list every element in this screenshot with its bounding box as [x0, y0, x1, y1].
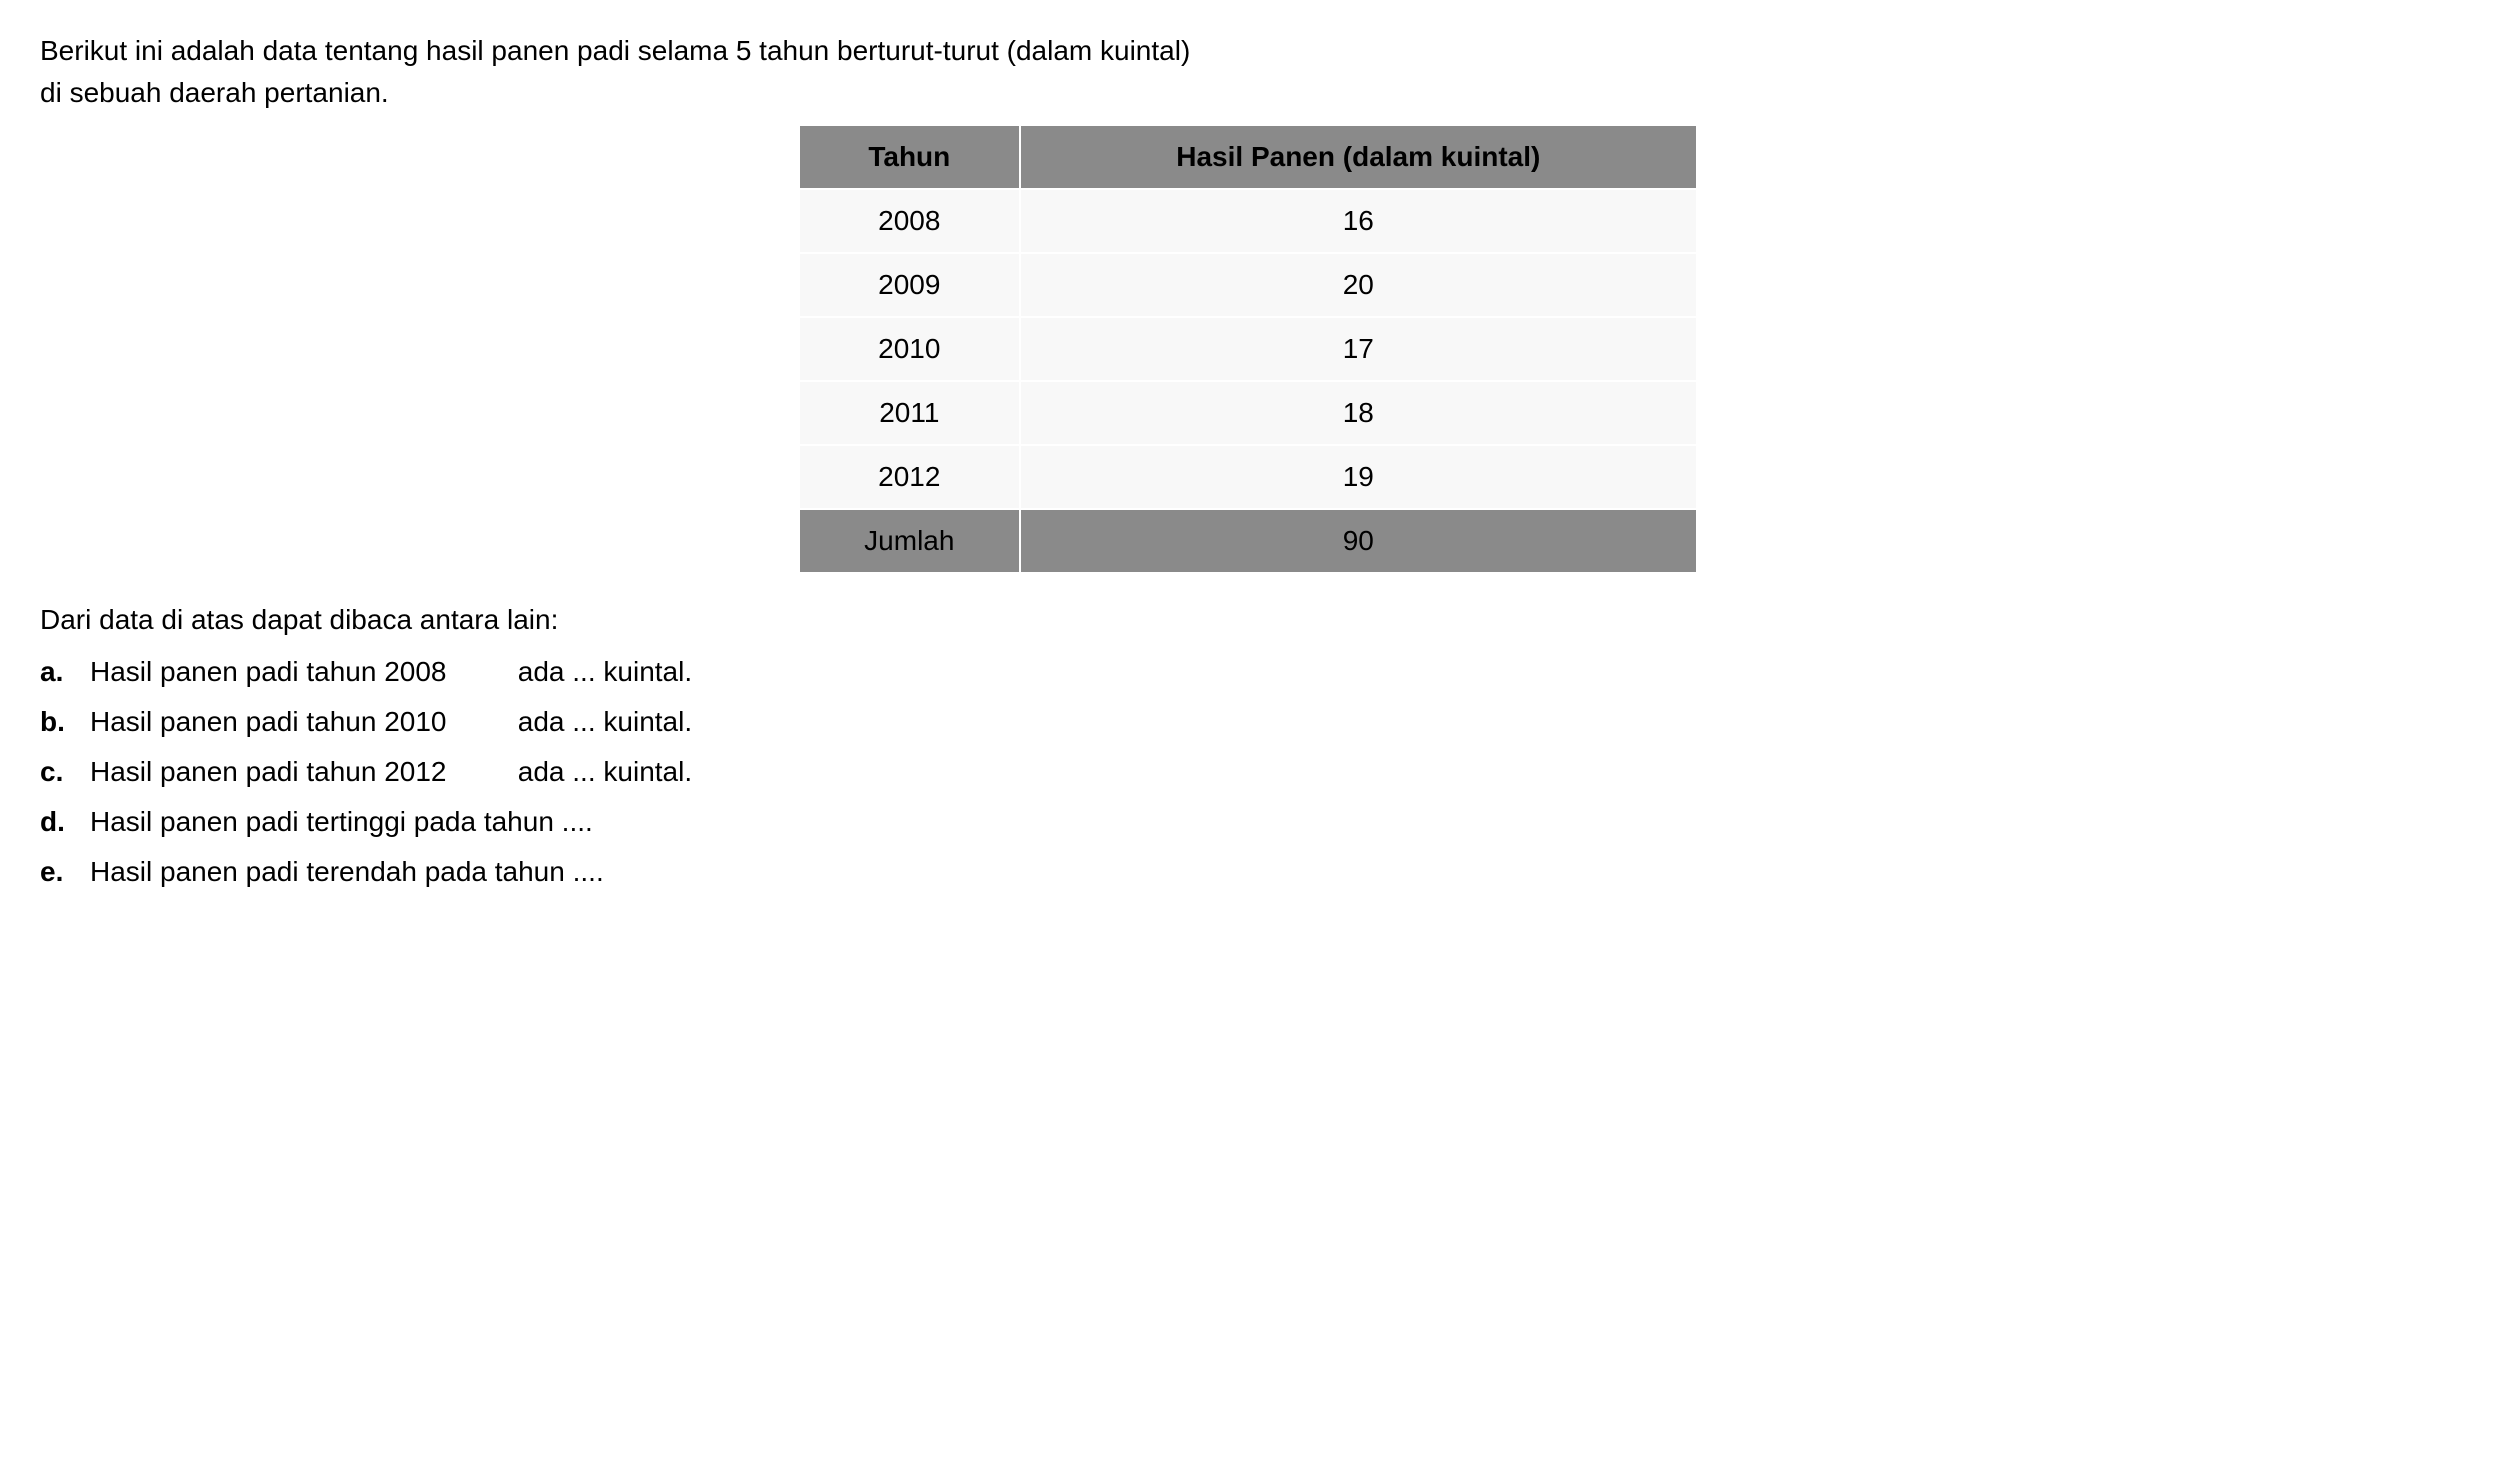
reading-intro: Dari data di atas dapat dibaca antara la…	[40, 599, 2456, 641]
table-row: 2008 16	[799, 189, 1697, 253]
question-list: a. Hasil panen padi tahun 2008 ada ... k…	[40, 651, 2456, 893]
table-container: Tahun Hasil Panen (dalam kuintal) 2008 1…	[40, 124, 2456, 574]
header-row: Tahun Hasil Panen (dalam kuintal)	[799, 125, 1697, 189]
table-row: 2010 17	[799, 317, 1697, 381]
cell-year: 2012	[799, 445, 1020, 509]
header-year: Tahun	[799, 125, 1020, 189]
cell-year: 2011	[799, 381, 1020, 445]
question-part1: Hasil panen padi tertinggi pada tahun ..…	[90, 806, 593, 837]
question-letter: c.	[40, 751, 90, 793]
cell-value: 20	[1020, 253, 1697, 317]
total-label: Jumlah	[799, 509, 1020, 573]
question-letter: a.	[40, 651, 90, 693]
question-text: Hasil panen padi tertinggi pada tahun ..…	[90, 801, 2456, 843]
question-part1: Hasil panen padi terendah pada tahun ...…	[90, 856, 604, 887]
harvest-table: Tahun Hasil Panen (dalam kuintal) 2008 1…	[798, 124, 1698, 574]
intro-line1: Berikut ini adalah data tentang hasil pa…	[40, 35, 1190, 66]
cell-value: 16	[1020, 189, 1697, 253]
question-part1: Hasil panen padi tahun 2012	[90, 751, 510, 793]
question-letter: b.	[40, 701, 90, 743]
cell-year: 2009	[799, 253, 1020, 317]
table-row: 2009 20	[799, 253, 1697, 317]
intro-paragraph: Berikut ini adalah data tentang hasil pa…	[40, 30, 2456, 114]
cell-year: 2010	[799, 317, 1020, 381]
question-text: Hasil panen padi tahun 2010 ada ... kuin…	[90, 701, 2456, 743]
question-item: e. Hasil panen padi terendah pada tahun …	[40, 851, 2456, 893]
question-part2: ada ... kuintal.	[518, 706, 692, 737]
header-value: Hasil Panen (dalam kuintal)	[1020, 125, 1697, 189]
cell-value: 17	[1020, 317, 1697, 381]
question-item: b. Hasil panen padi tahun 2010 ada ... k…	[40, 701, 2456, 743]
cell-year: 2008	[799, 189, 1020, 253]
question-letter: e.	[40, 851, 90, 893]
question-part1: Hasil panen padi tahun 2010	[90, 701, 510, 743]
question-text: Hasil panen padi tahun 2008 ada ... kuin…	[90, 651, 2456, 693]
question-part2: ada ... kuintal.	[518, 756, 692, 787]
question-part1: Hasil panen padi tahun 2008	[90, 651, 510, 693]
question-letter: d.	[40, 801, 90, 843]
question-item: c. Hasil panen padi tahun 2012 ada ... k…	[40, 751, 2456, 793]
total-value: 90	[1020, 509, 1697, 573]
table-row: 2011 18	[799, 381, 1697, 445]
total-row: Jumlah 90	[799, 509, 1697, 573]
intro-line2: di sebuah daerah pertanian.	[40, 77, 389, 108]
cell-value: 18	[1020, 381, 1697, 445]
question-part2: ada ... kuintal.	[518, 656, 692, 687]
question-text: Hasil panen padi tahun 2012 ada ... kuin…	[90, 751, 2456, 793]
cell-value: 19	[1020, 445, 1697, 509]
question-item: d. Hasil panen padi tertinggi pada tahun…	[40, 801, 2456, 843]
question-item: a. Hasil panen padi tahun 2008 ada ... k…	[40, 651, 2456, 693]
table-row: 2012 19	[799, 445, 1697, 509]
question-text: Hasil panen padi terendah pada tahun ...…	[90, 851, 2456, 893]
